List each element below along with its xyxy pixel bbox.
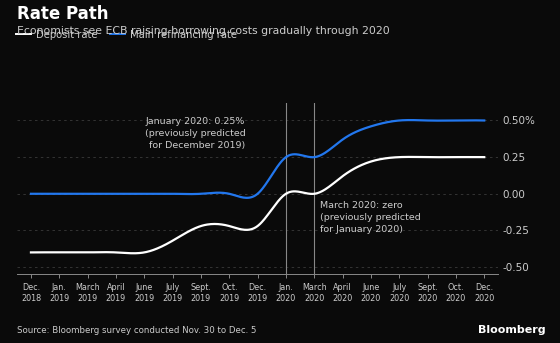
Text: Source: Bloomberg survey conducted Nov. 30 to Dec. 5: Source: Bloomberg survey conducted Nov. … xyxy=(17,327,256,335)
Text: March 2020: zero
(previously predicted
for January 2020): March 2020: zero (previously predicted f… xyxy=(320,201,421,234)
Text: Economists see ECB raising borrowing costs gradually through 2020: Economists see ECB raising borrowing cos… xyxy=(17,26,390,36)
Text: January 2020: 0.25%
(previously predicted
 for December 2019): January 2020: 0.25% (previously predicte… xyxy=(145,117,246,150)
Text: Rate Path: Rate Path xyxy=(17,5,108,23)
Legend: Deposit rate, Main refinancing rate: Deposit rate, Main refinancing rate xyxy=(12,26,241,44)
Text: Bloomberg: Bloomberg xyxy=(478,326,546,335)
